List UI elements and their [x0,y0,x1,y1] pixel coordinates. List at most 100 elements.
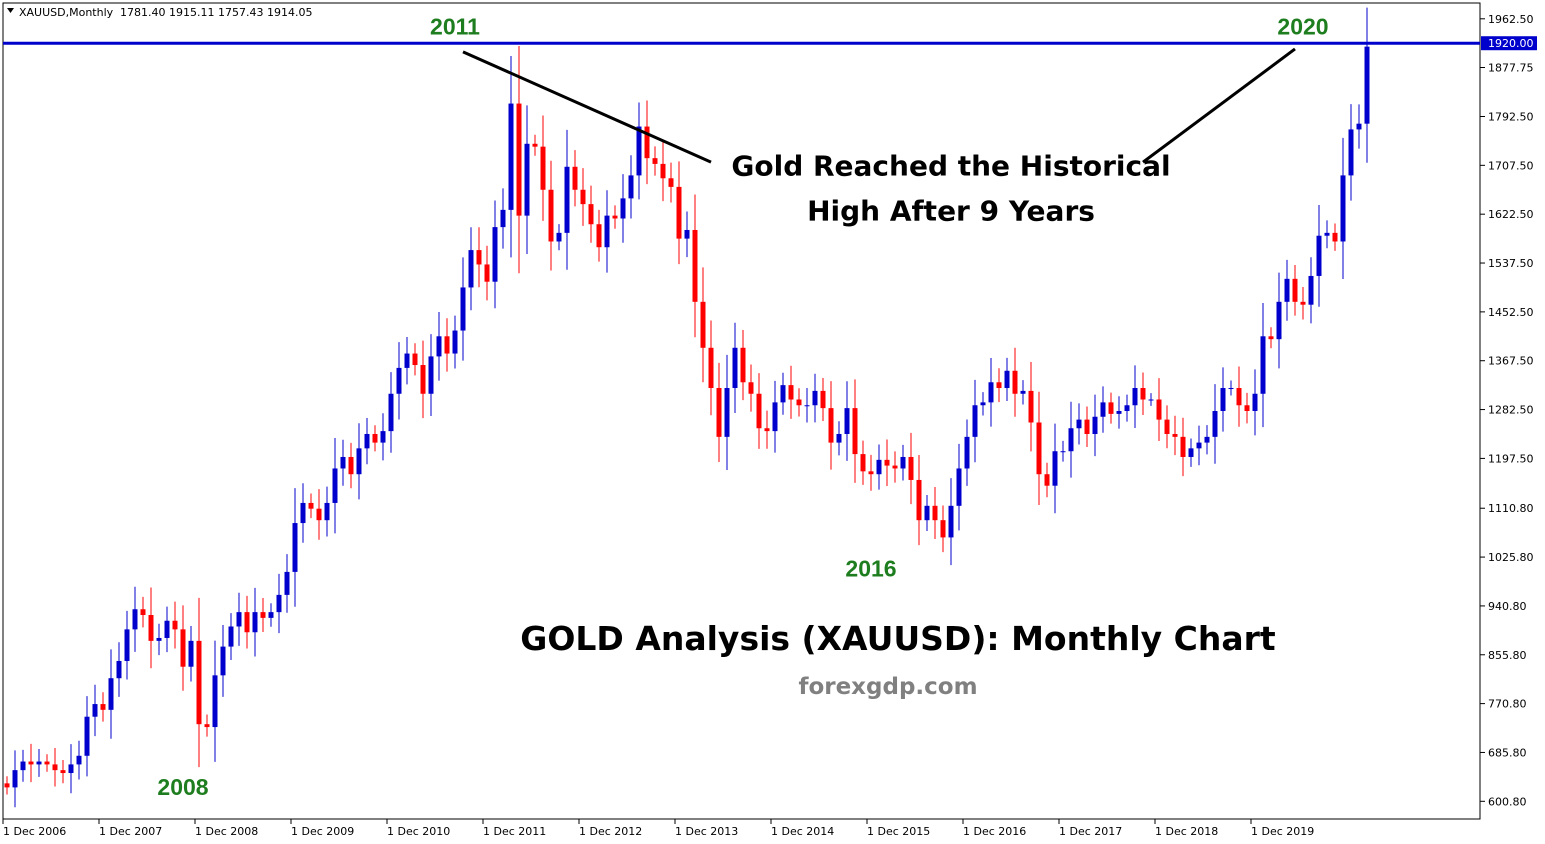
candle-body [1364,46,1370,124]
candle-body [1188,448,1194,457]
candle-body [628,175,634,199]
candle-body [548,189,554,242]
candle-body [908,456,914,480]
candle-body [396,367,402,394]
y-tick-label: 1707.50 [1488,159,1534,172]
annotation-line-2: High After 9 Years [807,194,1095,227]
x-tick-label: 1 Dec 2010 [387,825,450,838]
candle-body [92,704,98,717]
y-tick-label: 1197.50 [1488,452,1534,465]
candle-body [956,468,962,506]
candle-body [1204,436,1210,443]
candle-body [844,408,850,434]
candle-body [948,505,954,538]
candle-body [996,382,1002,389]
candle-body [1052,451,1058,486]
candle-body [788,385,794,400]
annotation-line-1: Gold Reached the Historical [731,149,1170,182]
candle-body [1268,336,1274,340]
candle-body [764,428,770,432]
x-tick-label: 1 Dec 2018 [1155,825,1218,838]
plot-area [2,2,1481,820]
candle-body [692,229,698,302]
candle-body [164,620,170,638]
candle-body [1148,399,1154,401]
candle-body [676,186,682,239]
candle-body [668,178,674,187]
y-tick-label: 685.80 [1488,746,1527,759]
candle-body [172,620,178,630]
candle-body [852,408,858,455]
arrow-line-2011 [462,50,712,164]
candle-body [724,388,730,437]
y-tick-label: 1877.75 [1488,62,1534,75]
candle-body [412,353,418,366]
candle-body [1244,405,1250,411]
x-tick-label: 1 Dec 2011 [483,825,546,838]
candle-body [228,626,234,647]
candle-body [444,336,450,354]
candle-body [644,126,650,159]
candle-body [564,166,570,233]
x-tick-label: 1 Dec 2008 [195,825,258,838]
y-tick-label: 1622.50 [1488,208,1534,221]
candle-body [684,229,690,239]
candle-body [660,163,666,179]
candle-body [892,465,898,469]
candle-body [716,388,722,437]
candle-body [220,646,226,676]
x-tick-label: 1 Dec 2007 [99,825,162,838]
symbol-label: XAUUSD,Monthly [19,6,114,19]
level-price-tag [1481,36,1537,51]
candle-body [1020,390,1026,394]
x-tick-label: 1 Dec 2013 [675,825,738,838]
y-tick-label: 1792.50 [1488,110,1534,123]
candle-body [28,761,34,765]
candle-body [364,433,370,449]
candle-body [60,770,66,774]
candle-body [468,250,474,288]
candle-body [12,770,18,788]
candle-body [316,508,322,521]
candle-body [1276,301,1282,340]
candle-body [68,764,74,774]
candle-body [404,353,410,368]
candle-body [652,158,658,164]
candle-body [1292,278,1298,302]
candle-body [484,264,490,282]
candle-body [860,454,866,472]
candle-body [972,405,978,437]
x-tick-label: 1 Dec 2016 [963,825,1026,838]
y-tick-label: 1452.50 [1488,306,1534,319]
candle-body [84,716,90,756]
candle-body [300,502,306,524]
candle-body [524,143,530,216]
candle-body [1076,419,1082,429]
candle-body [428,356,434,394]
candle-body [308,502,314,509]
x-tick-label: 1 Dec 2006 [3,825,66,838]
candle-body [604,215,610,248]
candle-body [244,612,250,633]
candle-body [612,215,618,219]
dropdown-triangle-icon[interactable] [7,8,14,13]
y-tick-label: 1537.50 [1488,257,1534,270]
candle-body [4,783,10,788]
candle-body [740,347,746,383]
candle-body [964,436,970,469]
candle-body [1156,399,1162,420]
candle-body [260,612,266,618]
candle-body [268,612,274,618]
candle-body [796,399,802,406]
candle-body [1092,416,1098,434]
candle-body [1012,370,1018,394]
candle-body [388,393,394,432]
candle-body [732,347,738,389]
candle-body [188,640,194,667]
candle-body [1228,388,1234,390]
candle-body [156,637,162,641]
candle-body [756,393,762,429]
candle-body [36,761,42,765]
candle-body [1100,402,1106,417]
